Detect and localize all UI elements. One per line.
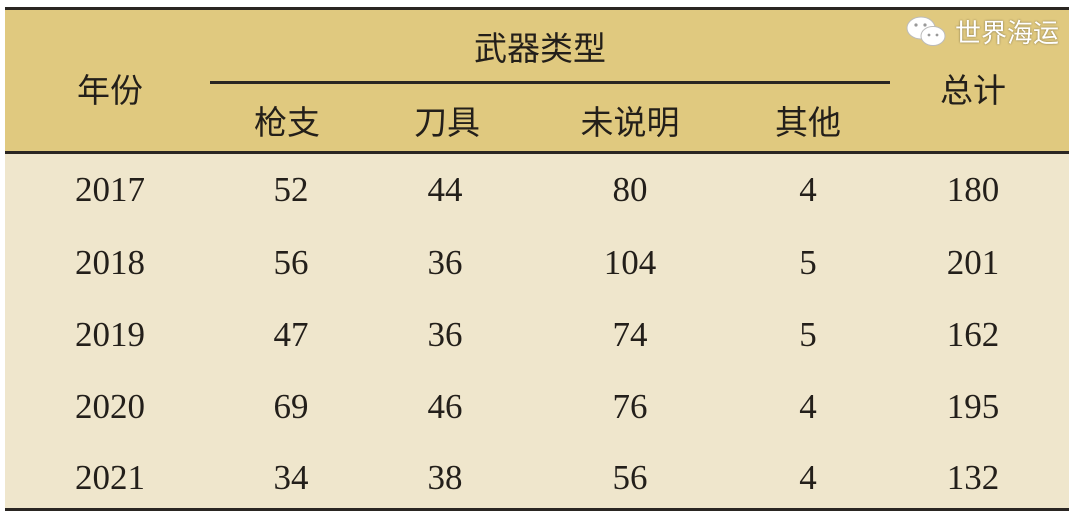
wechat-icon: [906, 16, 946, 46]
group-header-weapon-type: 武器类型: [474, 29, 606, 68]
column-header-knives: 刀具: [414, 103, 480, 142]
cell-knives: 36: [427, 243, 463, 282]
cell-total: 195: [946, 387, 1000, 426]
cell-knives: 38: [427, 458, 463, 497]
cell-total: 162: [946, 315, 1000, 354]
cell-unspecified: 76: [612, 387, 648, 426]
cell-other: 4: [799, 170, 817, 209]
column-header-guns: 枪支: [254, 103, 320, 142]
column-header-unspecified: 未说明: [580, 103, 680, 142]
cell-year: 2019: [75, 315, 145, 354]
cell-total: 180: [946, 170, 1000, 209]
cell-other: 5: [799, 243, 817, 282]
watermark: 世界海运: [905, 13, 1059, 50]
cell-year: 2018: [75, 243, 145, 282]
cell-knives: 44: [427, 170, 463, 209]
cell-total: 201: [946, 243, 1000, 282]
cell-other: 4: [799, 458, 817, 497]
cell-other: 4: [799, 387, 817, 426]
column-header-total: 总计: [940, 71, 1006, 110]
cell-guns: 56: [273, 243, 309, 282]
cell-knives: 36: [427, 315, 463, 354]
watermark-text: 世界海运: [955, 19, 1060, 49]
cell-guns: 52: [273, 170, 309, 209]
cell-other: 5: [799, 315, 817, 354]
table-body-background: [5, 153, 1069, 510]
cell-knives: 46: [427, 387, 463, 426]
column-header-other: 其他: [775, 103, 841, 142]
cell-unspecified: 104: [603, 243, 657, 282]
column-header-year: 年份: [77, 71, 143, 110]
group-underline: [210, 81, 890, 84]
table-header-background: [5, 8, 1069, 153]
bottom-rule: [5, 508, 1069, 511]
cell-unspecified: 80: [612, 170, 648, 209]
cell-guns: 34: [273, 458, 309, 497]
cell-year: 2017: [75, 170, 145, 209]
cell-unspecified: 56: [612, 458, 648, 497]
header-rule: [5, 151, 1069, 154]
cell-guns: 69: [273, 387, 309, 426]
cell-year: 2021: [75, 458, 145, 497]
cell-guns: 47: [273, 315, 309, 354]
cell-total: 132: [946, 458, 1000, 497]
top-rule: [5, 7, 1069, 10]
cell-unspecified: 74: [612, 315, 648, 354]
cell-year: 2020: [75, 387, 145, 426]
